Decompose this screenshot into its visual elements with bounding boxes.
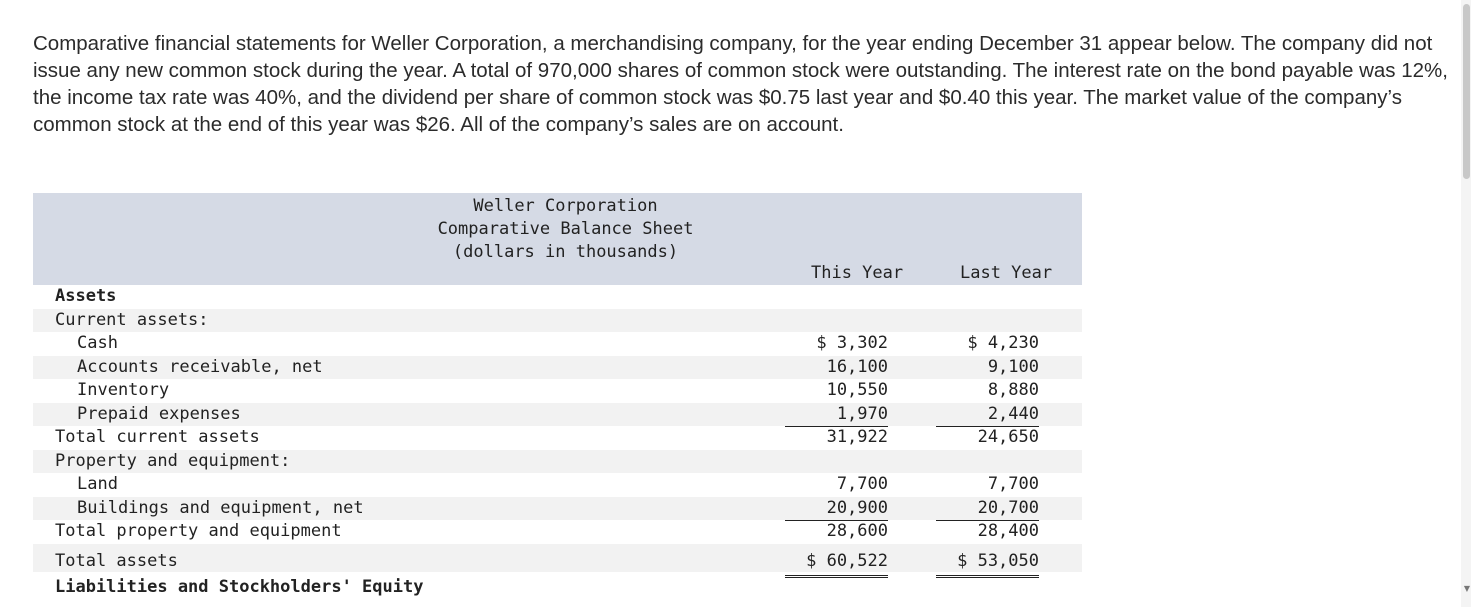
table-row-property-and-equipment: Property and equipment: — [33, 449, 1082, 473]
row-label: Cash — [77, 333, 118, 353]
row-label: Total current assets — [55, 427, 260, 447]
statement-name: Comparative Balance Sheet — [437, 219, 694, 239]
value-this-year: $ 3,302 — [816, 333, 888, 353]
value-this-year: $ 60,522 — [785, 547, 888, 578]
row-label: Current assets: — [55, 309, 209, 330]
row-label: Total assets — [55, 550, 178, 571]
balance-sheet-table: Weller Corporation Comparative Balance S… — [33, 193, 1082, 598]
table-row-land: Land 7,700 7,700 — [33, 473, 1082, 497]
column-header-this-year: This Year — [811, 263, 904, 283]
value-this-year: 1,970 — [785, 403, 888, 427]
table-row-total-current-assets: Total current assets 31,922 24,650 — [33, 426, 1082, 451]
value-this-year: 20,900 — [785, 497, 888, 521]
value-this-year: 31,922 — [785, 426, 888, 451]
value-this-year: 7,700 — [836, 474, 888, 494]
table-row-assets: Assets — [33, 285, 1082, 309]
row-label: Accounts receivable, net — [77, 356, 323, 377]
row-label: Liabilities and Stockholders' Equity — [55, 576, 424, 597]
value-this-year: 10,550 — [826, 380, 888, 400]
value-last-year: 8,880 — [987, 380, 1039, 400]
vertical-scrollbar[interactable]: ▼ — [1461, 0, 1471, 607]
value-last-year: 24,650 — [936, 426, 1039, 451]
table-title: Weller Corporation Comparative Balance S… — [393, 195, 738, 264]
column-header-last-year: Last Year — [960, 263, 1053, 283]
row-label: Land — [77, 474, 118, 494]
scrollbar-thumb[interactable] — [1463, 4, 1470, 179]
table-header: Weller Corporation Comparative Balance S… — [33, 193, 1082, 285]
value-this-year: 16,100 — [826, 356, 888, 377]
row-label: Assets — [55, 286, 117, 306]
value-last-year: 20,700 — [936, 497, 1039, 521]
value-last-year: $ 53,050 — [936, 547, 1039, 578]
value-last-year: 7,700 — [987, 474, 1039, 494]
table-row-buildings-and-equipment: Buildings and equipment, net 20,900 20,7… — [33, 496, 1082, 521]
units-note: (dollars in thousands) — [452, 242, 679, 262]
row-label: Inventory — [77, 380, 170, 400]
row-label: Total property and equipment — [55, 521, 342, 541]
value-last-year: $ 4,230 — [967, 333, 1039, 353]
row-label: Prepaid expenses — [77, 403, 241, 424]
table-row-current-assets: Current assets: — [33, 308, 1082, 332]
company-name: Weller Corporation — [473, 196, 658, 216]
row-label: Buildings and equipment, net — [77, 497, 364, 518]
value-last-year: 28,400 — [936, 520, 1039, 545]
row-label: Property and equipment: — [55, 450, 291, 471]
value-this-year: 28,600 — [785, 520, 888, 545]
problem-statement: Comparative financial statements for Wel… — [33, 32, 1448, 136]
table-row-accounts-receivable: Accounts receivable, net 16,100 9,100 — [33, 355, 1082, 379]
value-last-year: 2,440 — [936, 403, 1039, 427]
value-last-year: 9,100 — [987, 356, 1039, 377]
table-row-liabilities-and-equity: Liabilities and Stockholders' Equity — [33, 572, 1082, 598]
table-row-total-property-and-equipment: Total property and equipment 28,600 28,4… — [33, 520, 1082, 545]
table-row-cash: Cash $ 3,302 $ 4,230 — [33, 332, 1082, 356]
table-row-prepaid-expenses: Prepaid expenses 1,970 2,440 — [33, 402, 1082, 427]
table-row-total-assets: Total assets $ 60,522 $ 53,050 — [33, 543, 1082, 578]
scroll-down-arrow-icon[interactable]: ▼ — [1463, 584, 1470, 593]
table-row-inventory: Inventory 10,550 8,880 — [33, 379, 1082, 403]
